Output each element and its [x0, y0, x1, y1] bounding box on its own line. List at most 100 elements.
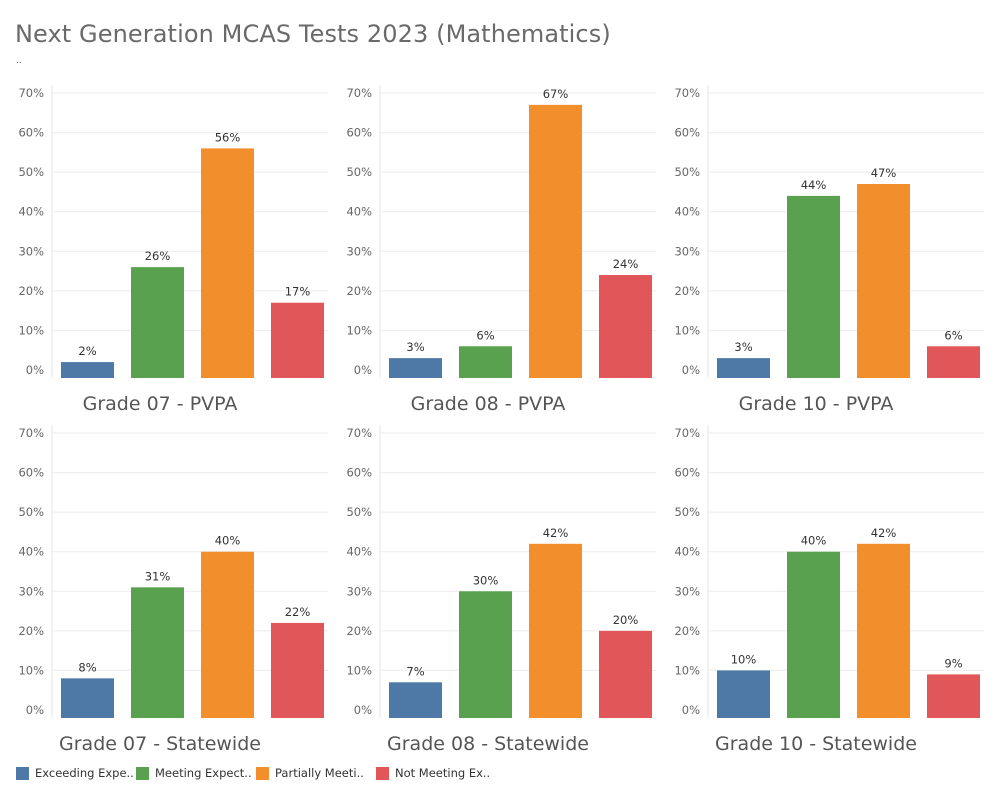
chart-panel-title: Grade 07 - Statewide [59, 733, 261, 755]
bar [927, 346, 980, 378]
chart-panel-title: Grade 08 - Statewide [387, 733, 589, 755]
chart-panel-2: 0% 10% 20% 30% 40% 50% 60% 70% 3% 6% 67% 24% Grade 0… [346, 85, 656, 415]
data-label: 42% [871, 526, 897, 540]
y-tick-label: 50% [346, 505, 372, 519]
bar [787, 551, 840, 718]
y-tick-label: 20% [346, 284, 372, 298]
y-tick-label: 40% [18, 545, 44, 559]
data-label: 56% [215, 130, 241, 144]
y-tick-label: 60% [674, 466, 700, 480]
bar [131, 267, 184, 378]
data-label: 47% [871, 166, 897, 180]
legend-item-not-meeting[interactable]: Not Meeting Ex.. [376, 766, 496, 780]
data-label: 24% [613, 257, 639, 271]
bar [201, 148, 254, 378]
legend-label-not-meeting: Not Meeting Ex.. [395, 766, 491, 780]
bar [131, 587, 184, 718]
y-tick-label: 20% [674, 624, 700, 638]
chart-panel-4: 0% 10% 20% 30% 40% 50% 60% 70% 8% 31% 40% 22% Grade … [18, 425, 328, 755]
y-tick-label: 0% [26, 363, 44, 377]
y-tick-label: 10% [674, 663, 700, 677]
y-tick-label: 70% [346, 86, 372, 100]
y-tick-label: 20% [674, 284, 700, 298]
bar [201, 551, 254, 718]
bar [599, 630, 652, 718]
data-label: 40% [215, 534, 241, 548]
legend-item-partially[interactable]: Partially Meeti.. [256, 766, 376, 780]
y-tick-label: 50% [674, 165, 700, 179]
chart-panel-1: 0% 10% 20% 30% 40% 50% 60% 70% 2% 26% 56% 17% Grade … [18, 85, 328, 415]
data-label: 31% [145, 569, 171, 583]
y-tick-label: 40% [674, 205, 700, 219]
y-tick-label: 50% [346, 165, 372, 179]
y-tick-label: 10% [346, 323, 372, 337]
y-tick-label: 60% [346, 466, 372, 480]
legend-item-exceeding[interactable]: Exceeding Expe.. [16, 766, 136, 780]
y-tick-label: 50% [18, 505, 44, 519]
legend-item-meeting[interactable]: Meeting Expect.. [136, 766, 256, 780]
chart-panel-5: 0% 10% 20% 30% 40% 50% 60% 70% 7% 30% 42% 20% Grade … [346, 425, 656, 755]
bar [389, 682, 442, 718]
data-label: 7% [406, 664, 424, 678]
y-tick-label: 40% [346, 205, 372, 219]
data-label: 6% [944, 328, 962, 342]
y-tick-label: 10% [674, 323, 700, 337]
bar [927, 674, 980, 718]
bar [599, 275, 652, 378]
y-tick-label: 70% [18, 426, 44, 440]
y-tick-label: 30% [18, 244, 44, 258]
y-tick-label: 20% [18, 624, 44, 638]
bar [61, 362, 114, 378]
y-tick-label: 20% [18, 284, 44, 298]
bar [717, 670, 770, 718]
y-tick-label: 70% [346, 426, 372, 440]
data-label: 26% [145, 249, 171, 263]
chart-panel-title: Grade 07 - PVPA [83, 393, 238, 415]
data-label: 20% [613, 613, 639, 627]
y-tick-label: 60% [346, 126, 372, 140]
data-label: 9% [944, 656, 962, 670]
bar [529, 104, 582, 378]
legend: Exceeding Expe.. Meeting Expect.. Partia… [16, 766, 496, 780]
bar [459, 346, 512, 378]
bar [271, 302, 324, 378]
page-subtitle: .. [16, 56, 22, 66]
data-label: 30% [473, 573, 499, 587]
page-title: Next Generation MCAS Tests 2023 (Mathema… [15, 20, 611, 48]
y-tick-label: 60% [674, 126, 700, 140]
bar [857, 543, 910, 718]
y-tick-label: 30% [674, 244, 700, 258]
y-tick-label: 30% [18, 584, 44, 598]
y-tick-label: 30% [346, 244, 372, 258]
data-label: 6% [476, 328, 494, 342]
y-tick-label: 70% [18, 86, 44, 100]
legend-swatch-exceeding [16, 766, 29, 780]
y-tick-label: 0% [26, 703, 44, 717]
chart-panel-title: Grade 08 - PVPA [411, 393, 566, 415]
chart-panel-3: 0% 10% 20% 30% 40% 50% 60% 70% 3% 44% 47% 6% Grade 1… [674, 85, 984, 415]
y-tick-label: 60% [18, 466, 44, 480]
bar [529, 543, 582, 718]
legend-label-exceeding: Exceeding Expe.. [35, 766, 134, 780]
y-tick-label: 40% [674, 545, 700, 559]
chart-panel-6: 0% 10% 20% 30% 40% 50% 60% 70% 10% 40% 42% 9% Grade … [674, 425, 984, 755]
bar [389, 358, 442, 378]
y-tick-label: 10% [346, 663, 372, 677]
y-tick-label: 40% [346, 545, 372, 559]
legend-label-partially: Partially Meeti.. [275, 766, 364, 780]
data-label: 67% [543, 87, 569, 101]
data-label: 42% [543, 526, 569, 540]
y-tick-label: 0% [354, 363, 372, 377]
y-tick-label: 20% [346, 624, 372, 638]
data-label: 2% [78, 344, 96, 358]
data-label: 40% [801, 534, 827, 548]
data-label: 17% [285, 285, 311, 299]
y-tick-label: 0% [682, 363, 700, 377]
data-label: 8% [78, 660, 96, 674]
bar [857, 184, 910, 378]
y-tick-label: 10% [18, 663, 44, 677]
bar [717, 358, 770, 378]
y-tick-label: 40% [18, 205, 44, 219]
chart-grid: 0% 10% 20% 30% 40% 50% 60% 70% 2% 26% 56% 17% Grade … [18, 85, 984, 755]
legend-swatch-not-meeting [376, 766, 389, 780]
